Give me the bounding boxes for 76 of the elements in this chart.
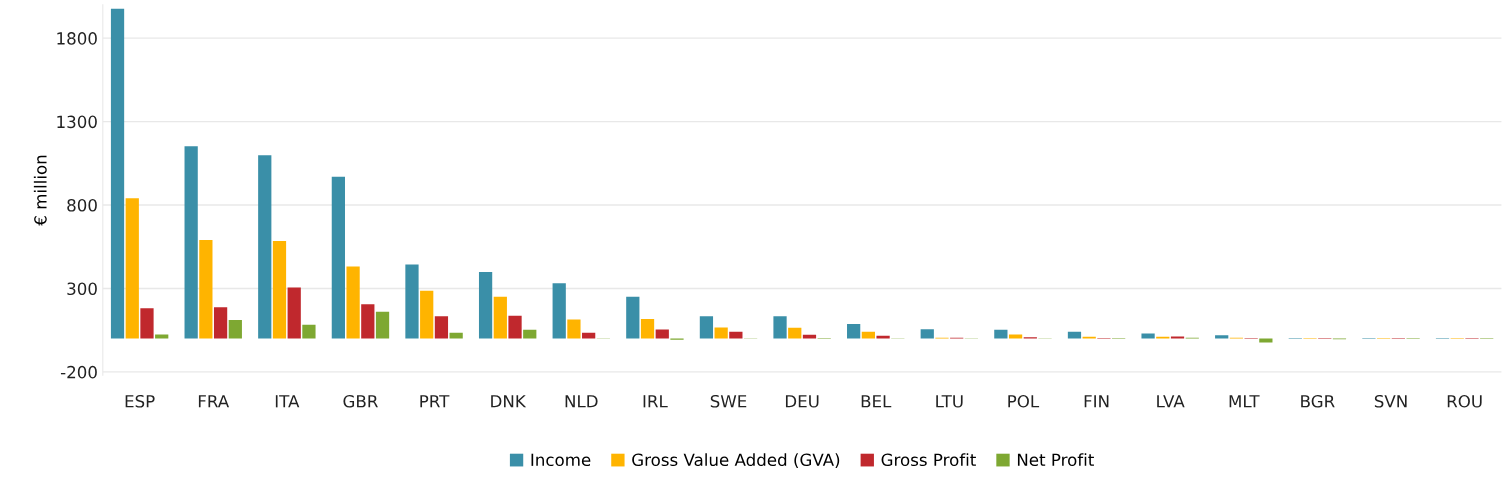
x-tick-label: ROU bbox=[1447, 394, 1482, 408]
bar bbox=[449, 332, 463, 339]
x-tick-label: GBR bbox=[343, 394, 378, 408]
bar bbox=[567, 319, 581, 339]
y-tick-label: 300 bbox=[67, 282, 97, 296]
x-tick-label: SWE bbox=[710, 394, 747, 408]
bar bbox=[714, 327, 728, 339]
x-tick-label: ITA bbox=[275, 395, 300, 408]
x-tick-label: NLD bbox=[565, 395, 598, 408]
bar bbox=[788, 327, 802, 339]
bar bbox=[508, 315, 522, 339]
bar bbox=[523, 329, 537, 339]
bar bbox=[655, 329, 669, 339]
bar bbox=[361, 304, 375, 339]
y-tick-label: -200 bbox=[60, 365, 97, 379]
bar bbox=[626, 296, 640, 339]
x-tick-label: BEL bbox=[861, 395, 892, 408]
bar bbox=[375, 311, 390, 339]
bar bbox=[552, 283, 566, 339]
bar bbox=[331, 176, 345, 339]
legend-label: Gross Profit bbox=[881, 453, 976, 467]
x-tick-label: MLT bbox=[1229, 395, 1260, 408]
bar bbox=[640, 319, 655, 339]
x-tick-label: FIN bbox=[1084, 395, 1109, 408]
bar bbox=[125, 198, 139, 339]
x-tick-label: ESP bbox=[125, 394, 155, 408]
x-tick-label: FRA bbox=[198, 395, 230, 408]
bar bbox=[287, 287, 301, 339]
bar bbox=[861, 331, 875, 339]
bar bbox=[1008, 334, 1023, 339]
bar bbox=[110, 8, 125, 339]
x-tick-label: POL bbox=[1008, 394, 1040, 408]
x-tick-label: PRT bbox=[420, 395, 450, 408]
legend-label: Gross Value Added (GVA) bbox=[632, 453, 840, 469]
x-tick-label: LTU bbox=[936, 395, 963, 408]
bar bbox=[847, 324, 861, 339]
bar bbox=[493, 296, 507, 339]
bar bbox=[228, 320, 242, 339]
bar bbox=[213, 307, 228, 339]
bar bbox=[729, 331, 743, 339]
x-tick-label: IRL bbox=[643, 395, 668, 408]
bar bbox=[1170, 336, 1185, 339]
bar bbox=[272, 240, 287, 339]
bar bbox=[876, 335, 890, 339]
bar bbox=[994, 329, 1008, 339]
bar bbox=[184, 146, 198, 339]
y-tick-label: 1300 bbox=[57, 115, 97, 129]
x-tick-label: LVA bbox=[1157, 395, 1185, 408]
bar bbox=[1141, 333, 1155, 339]
x-tick-label: DEU bbox=[785, 395, 819, 408]
bar bbox=[420, 290, 434, 339]
bar bbox=[434, 316, 449, 339]
bar bbox=[302, 324, 316, 339]
bar bbox=[920, 329, 934, 339]
bar bbox=[1259, 338, 1273, 343]
bar bbox=[199, 239, 213, 339]
bar bbox=[140, 308, 154, 339]
y-axis-title: € million bbox=[33, 155, 47, 226]
bar bbox=[405, 264, 419, 339]
legend-label: Income bbox=[531, 453, 591, 467]
y-tick-label: 1800 bbox=[57, 32, 97, 45]
x-tick-label: DNK bbox=[491, 395, 527, 408]
bar bbox=[258, 155, 272, 339]
bar bbox=[478, 271, 493, 339]
x-tick-label: BGR bbox=[1301, 394, 1335, 408]
bar bbox=[1067, 331, 1082, 339]
bar bbox=[346, 266, 360, 339]
x-tick-label: SVN bbox=[1374, 394, 1407, 408]
bar bbox=[802, 334, 817, 339]
bar bbox=[1215, 335, 1229, 339]
bar bbox=[699, 316, 714, 339]
bar bbox=[155, 334, 169, 339]
bar bbox=[582, 332, 596, 339]
legend-label: Net Profit bbox=[1017, 453, 1094, 467]
bar bbox=[773, 316, 787, 339]
y-tick-label: 800 bbox=[67, 198, 97, 212]
